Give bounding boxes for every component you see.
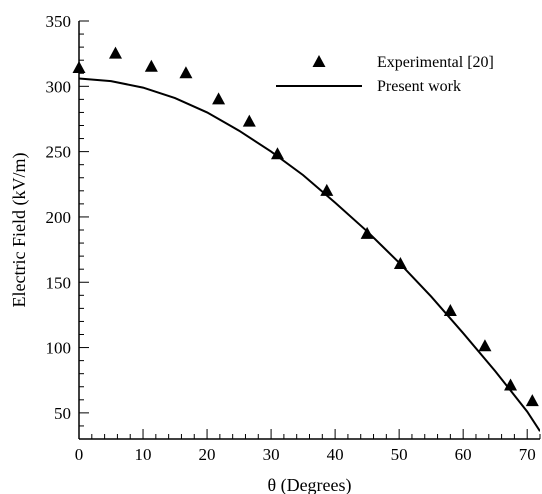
legend: Experimental [20] Present work [276, 54, 494, 95]
y-tick-label: 100 [46, 339, 72, 358]
x-tick-label: 70 [519, 445, 536, 464]
x-tick-label: 10 [135, 445, 152, 464]
experimental-point [443, 303, 457, 316]
y-tick-label: 50 [54, 404, 71, 423]
x-tick-label: 60 [455, 445, 472, 464]
experimental-point [179, 66, 193, 79]
legend-label-present-work: Present work [377, 78, 461, 95]
axes: 0 10 20 30 40 50 60 70 50 100 150 200 250 300 350 [46, 12, 541, 464]
x-tick-label: 50 [391, 445, 408, 464]
y-tick-label: 200 [46, 208, 72, 227]
experimental-point [270, 147, 284, 160]
experimental-point [393, 256, 407, 269]
x-axis-title: θ (Degrees) [267, 475, 351, 494]
experimental-point [320, 183, 334, 196]
experimental-point [525, 394, 539, 407]
experimental-point [242, 114, 256, 127]
y-tick-label: 150 [46, 273, 72, 292]
y-tick-label: 300 [46, 77, 72, 96]
legend-marker-experimental [312, 55, 326, 67]
x-tick-label: 30 [263, 445, 280, 464]
y-axis-title: Electric Field (kV/m) [9, 153, 30, 308]
x-tick-label: 0 [75, 445, 84, 464]
x-tick-label: 20 [199, 445, 216, 464]
experimental-point [212, 92, 226, 105]
experimental-point [504, 378, 518, 391]
y-tick-label: 250 [46, 143, 72, 162]
experimental-point [360, 226, 374, 239]
experimental-point [144, 59, 158, 72]
legend-label-experimental: Experimental [20] [377, 54, 494, 71]
y-tick-label: 350 [46, 12, 72, 31]
plot-marks [72, 46, 540, 432]
experimental-point [478, 339, 492, 352]
x-tick-label: 40 [327, 445, 344, 464]
experimental-point [108, 46, 122, 59]
present-work-line [79, 77, 540, 432]
